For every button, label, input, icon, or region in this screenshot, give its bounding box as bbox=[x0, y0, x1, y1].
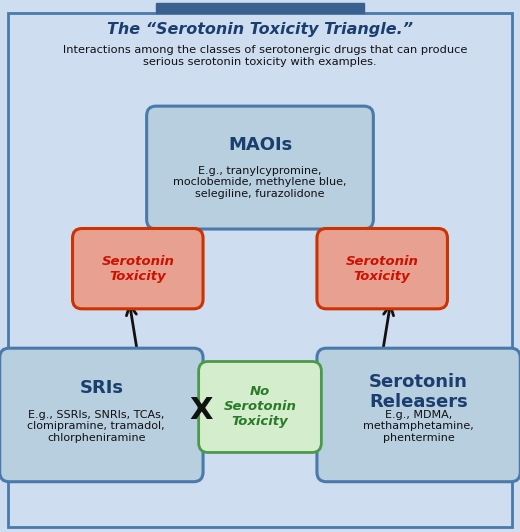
Text: Serotonin
Toxicity: Serotonin Toxicity bbox=[346, 255, 419, 282]
Text: E.g., MDMA,
methamphetamine,
phentermine: E.g., MDMA, methamphetamine, phentermine bbox=[363, 410, 474, 443]
Text: The “Serotonin Toxicity Triangle.”: The “Serotonin Toxicity Triangle.” bbox=[107, 22, 413, 37]
FancyBboxPatch shape bbox=[317, 229, 447, 309]
Text: Serotonin
Releasers: Serotonin Releasers bbox=[369, 373, 468, 411]
Text: SRIs: SRIs bbox=[80, 378, 123, 396]
FancyBboxPatch shape bbox=[73, 229, 203, 309]
Text: MAOIs: MAOIs bbox=[228, 136, 292, 154]
Text: Interactions among the classes of serotonergic drugs that can produce
serious se: Interactions among the classes of seroto… bbox=[53, 45, 467, 66]
Text: Serotonin
Toxicity: Serotonin Toxicity bbox=[101, 255, 174, 282]
FancyBboxPatch shape bbox=[317, 348, 520, 482]
Text: X: X bbox=[189, 396, 213, 426]
Text: E.g., SSRIs, SNRIs, TCAs,
clomipramine, tramadol,
chlorpheniramine: E.g., SSRIs, SNRIs, TCAs, clomipramine, … bbox=[28, 410, 165, 443]
Bar bbox=[156, 3, 364, 13]
FancyBboxPatch shape bbox=[199, 362, 321, 452]
FancyBboxPatch shape bbox=[0, 348, 203, 482]
Text: E.g., tranylcypromine,
moclobemide, methylene blue,
selegiline, furazolidone: E.g., tranylcypromine, moclobemide, meth… bbox=[173, 165, 347, 199]
Text: No
Serotonin
Toxicity: No Serotonin Toxicity bbox=[224, 386, 296, 428]
FancyBboxPatch shape bbox=[147, 106, 373, 229]
